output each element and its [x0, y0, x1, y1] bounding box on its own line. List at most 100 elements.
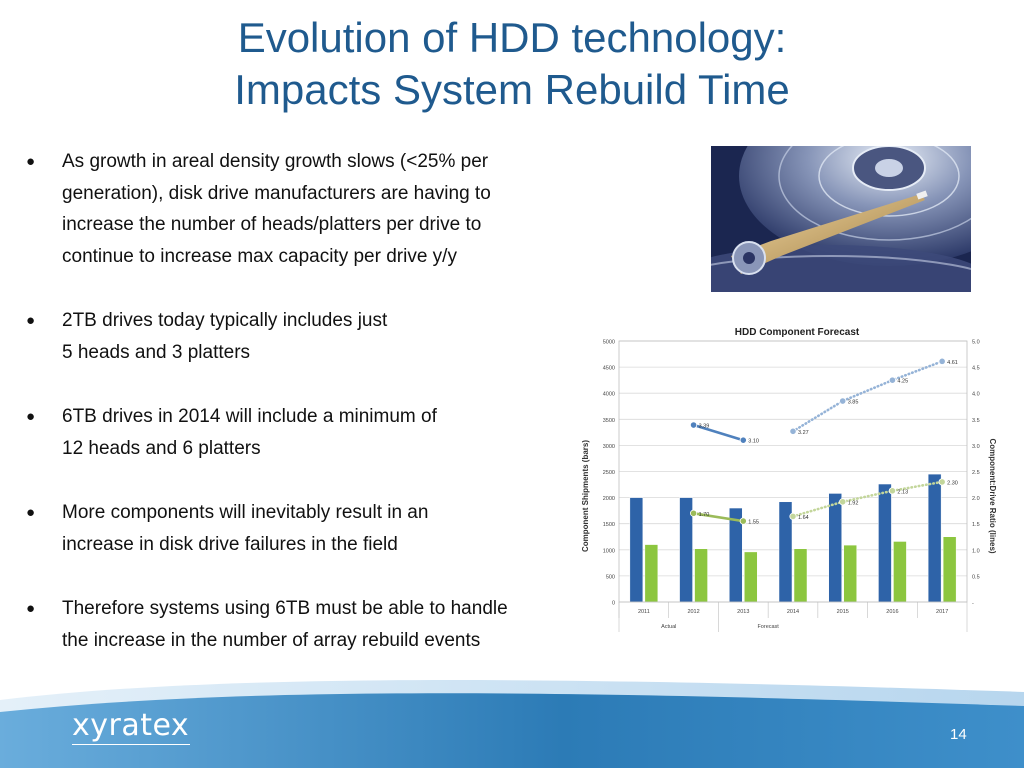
bar: [843, 544, 857, 603]
logo-underline: [72, 744, 190, 745]
bullet-line: More components will inevitably result i…: [62, 502, 429, 523]
series-point: [839, 397, 847, 405]
y2-tick-label: 5.0: [972, 340, 980, 346]
bar: [629, 497, 644, 603]
group-label: Forecast: [757, 624, 779, 630]
bullet-line: 12 heads and 6 platters: [62, 437, 261, 459]
y-tick-label: 1500: [603, 522, 615, 528]
series-point: [839, 498, 847, 506]
page-number: 14: [950, 726, 967, 743]
y-tick-label: 4000: [603, 392, 615, 398]
series-line: [791, 360, 944, 433]
group-label: Actual: [661, 624, 676, 630]
series-point: [938, 357, 946, 365]
chart-ylabel: Component Shipments (bars): [581, 440, 590, 552]
y2-tick-label: 1.0: [972, 548, 980, 554]
bullet-line: generation), disk drive manufacturers ar…: [62, 182, 491, 204]
bullet-line: 6TB drives in 2014 will include a minimu…: [62, 406, 437, 427]
plot-frame: [618, 340, 968, 603]
slide-title: Evolution of HDD technology: Impacts Sys…: [0, 12, 1024, 116]
bar: [893, 541, 907, 603]
series-line: [692, 511, 745, 523]
hard-drive-photo: [711, 146, 971, 292]
x-tick-label: 2011: [638, 609, 650, 615]
chart-svg: HDD Component Forecast Component Shipmen…: [577, 322, 997, 634]
bar: [744, 551, 758, 603]
bar: [644, 544, 659, 603]
bullet-item: ● More components will inevitably result…: [26, 497, 606, 560]
data-label: 3.39: [699, 424, 710, 430]
bullet-dot-icon: ●: [26, 153, 36, 170]
y2-tick-label: 0.5: [972, 574, 980, 580]
series-point: [888, 487, 897, 495]
bullet-item: ● 6TB drives in 2014 will include a mini…: [26, 401, 606, 464]
y2-tick-label: -: [972, 601, 974, 607]
series-point: [739, 517, 747, 525]
data-label: 3.27: [798, 430, 809, 436]
hdd-component-forecast-chart: HDD Component Forecast Component Shipmen…: [577, 322, 997, 639]
bar: [878, 483, 892, 603]
bullet-line: As growth in areal density growth slows …: [62, 151, 489, 172]
bullet-list: ● As growth in areal density growth slow…: [26, 146, 606, 689]
bullet-dot-icon: ●: [26, 312, 36, 329]
bar: [828, 493, 842, 603]
bar: [927, 473, 942, 603]
slide-title-line-2: Impacts System Rebuild Time: [234, 66, 790, 113]
y-tick-label: 3500: [603, 418, 615, 424]
data-label: 1.92: [848, 500, 859, 506]
series-point: [789, 427, 797, 435]
x-tick-label: 2013: [737, 609, 749, 615]
y2-tick-label: 3.0: [972, 444, 980, 450]
bullet-line: the increase in the number of array rebu…: [62, 629, 481, 651]
series-line: [791, 480, 944, 518]
y2-tick-label: 2.0: [972, 496, 980, 502]
series-point: [689, 421, 698, 429]
slide-title-line-1: Evolution of HDD technology:: [237, 14, 787, 61]
bullet-line: 2TB drives today typically includes just: [62, 310, 388, 331]
bullet-item: ● Therefore systems using 6TB must be ab…: [26, 593, 606, 656]
y2-tick-label: 2.5: [972, 470, 980, 476]
y-tick-label: 1000: [603, 548, 615, 554]
bullet-line: Therefore systems using 6TB must be able…: [62, 598, 508, 619]
x-tick-label: 2017: [936, 609, 948, 615]
y-tick-label: 500: [606, 574, 615, 580]
y2-tick-label: 3.5: [972, 418, 980, 424]
bullet-line: increase the number of heads/platters pe…: [62, 214, 482, 235]
bar: [942, 536, 957, 603]
x-tick-label: 2014: [787, 609, 799, 615]
x-tick-label: 2015: [837, 609, 849, 615]
series-point: [789, 512, 797, 520]
bullet-line: 5 heads and 3 platters: [62, 341, 251, 363]
data-label: 1.64: [798, 515, 809, 521]
bullet-line: continue to increase max capacity per dr…: [62, 245, 457, 267]
data-label: 1.55: [748, 520, 759, 526]
x-tick-label: 2016: [886, 609, 898, 615]
bullet-item: ● 2TB drives today typically includes ju…: [26, 305, 606, 368]
bullet-dot-icon: ●: [26, 408, 36, 425]
footer-band: [0, 672, 1024, 768]
data-label: 2.30: [947, 480, 958, 486]
series-point: [739, 436, 747, 444]
bullet-item: ● As growth in areal density growth slow…: [26, 146, 606, 272]
chart-title: HDD Component Forecast: [735, 327, 860, 338]
data-label: 2.13: [897, 489, 908, 495]
y-tick-label: 2500: [603, 470, 615, 476]
y2-tick-label: 4.0: [972, 392, 980, 398]
data-label: 4.25: [897, 379, 908, 385]
bar: [694, 548, 708, 603]
y2-tick-label: 4.5: [972, 366, 980, 372]
data-label: 3.10: [748, 439, 759, 445]
data-label: 4.61: [947, 360, 958, 366]
y-tick-label: 5000: [603, 340, 615, 346]
data-label: 3.85: [848, 400, 859, 406]
xyratex-logo: xyratex: [72, 708, 190, 743]
chart-y2label: Component:Drive Ratio (lines): [988, 438, 997, 553]
series-line: [692, 423, 745, 442]
bullet-dot-icon: ●: [26, 600, 36, 617]
y-tick-label: 2000: [603, 496, 615, 502]
footer-wave: [0, 680, 1024, 768]
y-tick-label: 3000: [603, 444, 615, 450]
data-label: 1.70: [699, 512, 710, 518]
bullet-dot-icon: ●: [26, 504, 36, 521]
y-tick-label: 0: [612, 601, 615, 607]
